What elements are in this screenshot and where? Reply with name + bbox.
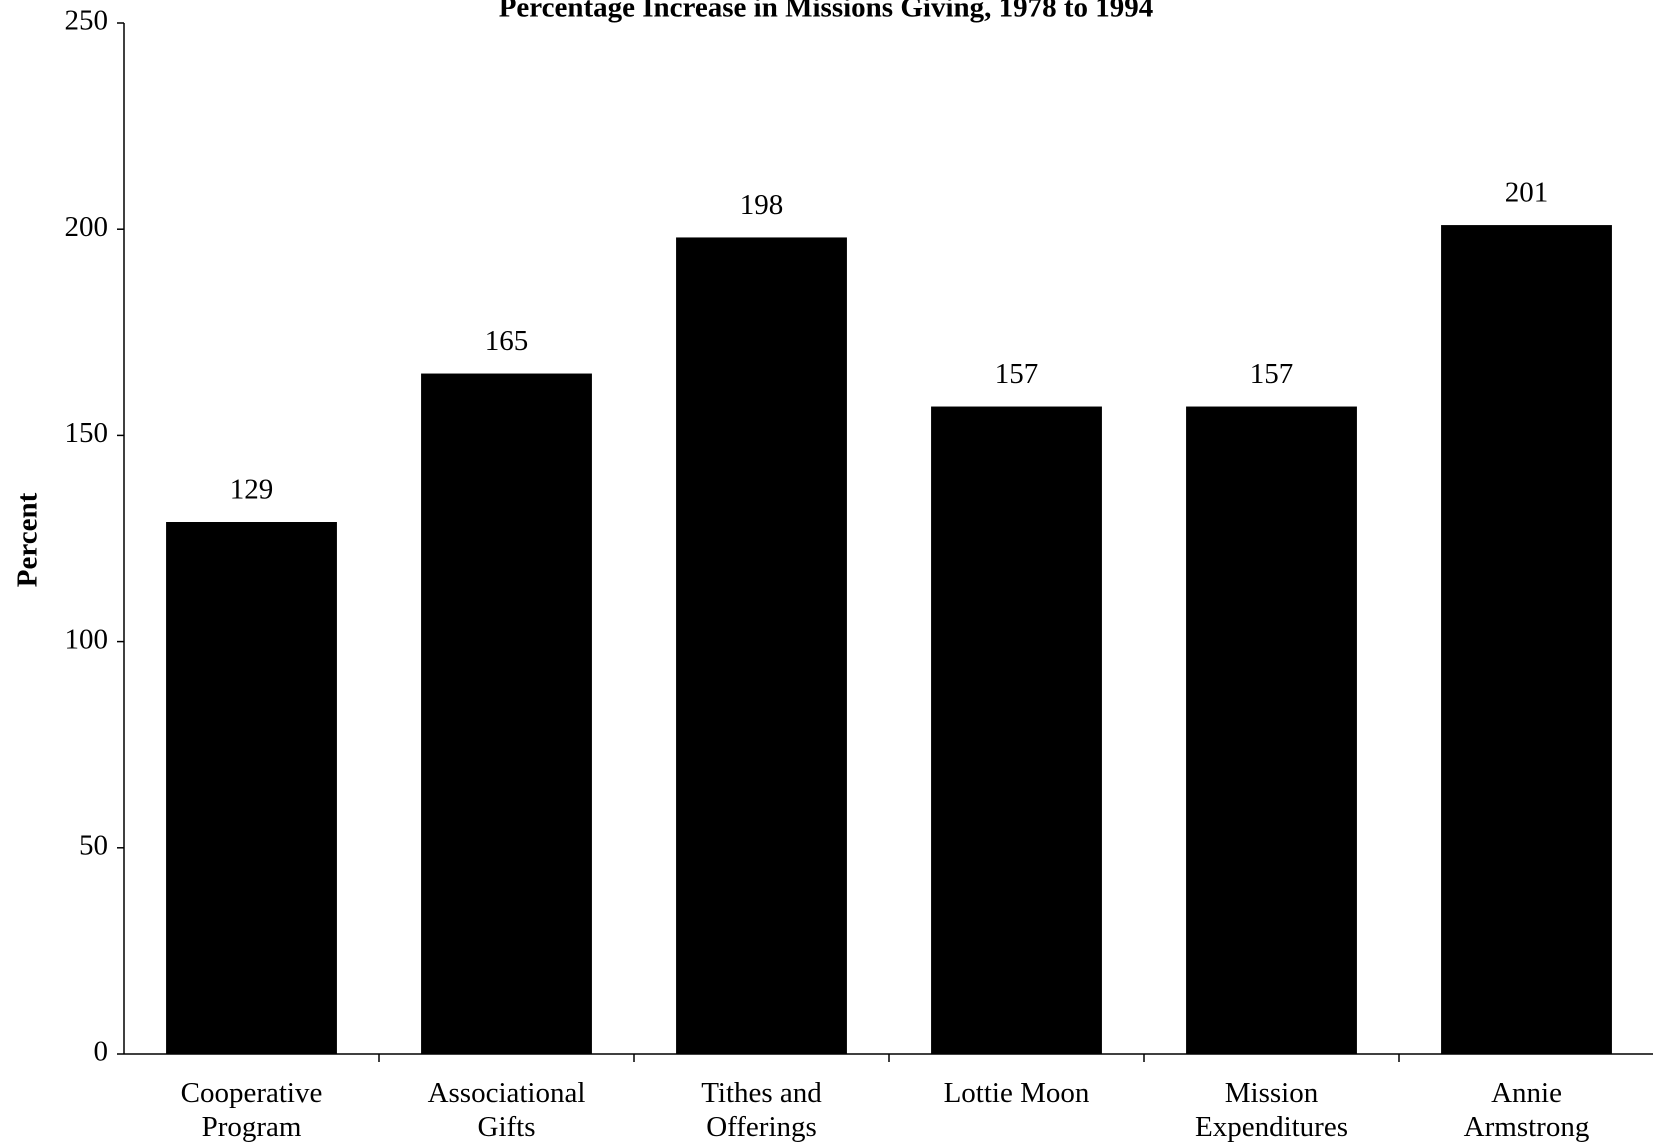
x-tick-label: Cooperative Program <box>180 1077 323 1143</box>
value-label: 165 <box>485 325 529 357</box>
bar <box>166 522 337 1054</box>
bar <box>421 373 592 1054</box>
y-tick-label: 150 <box>65 417 109 449</box>
value-label: 129 <box>230 474 274 506</box>
bar <box>1186 406 1357 1055</box>
y-tick-label: 50 <box>79 829 108 861</box>
bar <box>676 237 847 1054</box>
x-tick-label: Annie Armstrong <box>1463 1077 1590 1143</box>
value-label: 198 <box>740 189 784 221</box>
y-tick-label: 100 <box>65 623 109 655</box>
bar <box>1441 225 1612 1055</box>
x-tick-label: Mission Expenditures <box>1194 1077 1348 1143</box>
bar <box>931 406 1102 1055</box>
x-tick-label: Associational Gifts <box>427 1077 586 1143</box>
y-tick-label: 200 <box>65 211 109 243</box>
y-tick-label: 250 <box>65 5 109 37</box>
y-axis-label: Percent <box>12 492 44 587</box>
x-tick-label: Tithes and Offerings <box>701 1077 822 1143</box>
value-label: 157 <box>1250 358 1294 390</box>
value-label: 157 <box>995 358 1039 390</box>
y-tick-label: 0 <box>94 1036 109 1068</box>
x-tick-label: Lottie Moon <box>943 1077 1090 1109</box>
value-label: 201 <box>1505 177 1549 209</box>
chart-title: Percentage Increase in Missions Giving, … <box>499 0 1154 24</box>
